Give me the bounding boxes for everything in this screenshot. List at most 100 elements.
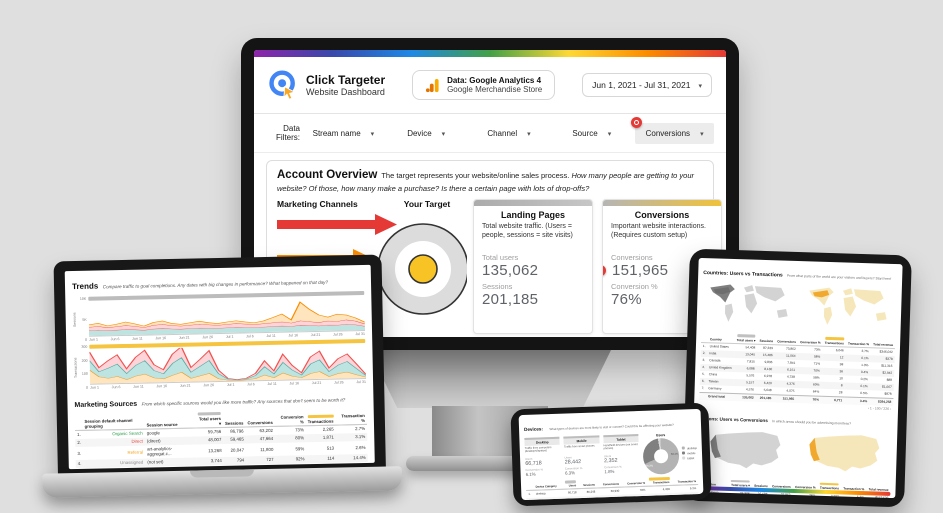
device-desc: Handheld devices (not smart phones) (603, 443, 638, 451)
donut-title: Users (655, 433, 666, 438)
phone-screen: Devices: What types of devices are most … (518, 408, 704, 501)
desktop-metric-column: Desktop Traffic from computers (desktops… (524, 436, 561, 479)
regions-title: Regions: Users vs Conversions (698, 415, 768, 423)
device-name: Desktop (524, 436, 561, 447)
date-range-value: Jun 1, 2021 - Jul 31, 2021 (592, 80, 691, 90)
marketing-sources-table: Session default channel grouping Session … (74, 407, 368, 469)
alert-badge-icon (631, 116, 643, 128)
trends-title: Trends (71, 281, 99, 292)
card-title: Conversions (634, 209, 690, 220)
tablet-metric-column: Tablet Handheld devices (not smart phone… (603, 434, 640, 476)
filter-conversions[interactable]: Conversions (631, 116, 714, 144)
landing-pages-card: Landing Pages Total website traffic. (Us… (473, 198, 593, 334)
countries-title: Countries: Users vs Transactions (703, 270, 783, 279)
metric-value: 66,718 (525, 460, 542, 467)
chevron-down-icon (608, 129, 612, 138)
red-arrow-icon (277, 213, 397, 235)
chevron-down-icon (442, 129, 446, 138)
trends-desc: Compare traffic to goal completions. Any… (102, 279, 329, 290)
your-target-label: Your Target (403, 198, 451, 209)
monitor-stand-panel (368, 348, 612, 408)
us-map-conversions (809, 434, 880, 471)
donut-legend: desktop mobile tablet (681, 445, 697, 462)
chevron-down-icon (700, 129, 704, 138)
overview-title: Account Overview (277, 169, 378, 181)
marketing-sources-title: Marketing Sources (74, 400, 138, 410)
regions-desc: In which areas should you be advertising… (772, 418, 852, 426)
metric-value: 2,352 (603, 457, 618, 465)
app-subtitle: Website Dashboard (306, 87, 385, 97)
transactions-chart-block: Transactions 300 200 100 0 Jun 1 Jun 6 Jun 11… (73, 338, 367, 390)
chevron-down-icon (527, 129, 531, 138)
data-filters-row: Data Filters: Stream name Device Channel… (254, 114, 726, 153)
date-range-select[interactable]: Jun 1, 2021 - Jul 31, 2021 (582, 73, 712, 97)
target-arrows-graphic (277, 213, 469, 315)
tablet-device: Countries: Users vs Transactions From wh… (682, 248, 912, 508)
click-targeter-logo-icon (269, 70, 296, 100)
countries-desc: From what parts of the world are your vi… (787, 273, 892, 281)
overview-desc-italic: How many people are getting to your webs… (277, 171, 695, 193)
data-source-line1: Data: Google Analytics 4 (447, 76, 542, 85)
metric-label: Sessions (482, 281, 513, 291)
chevron-down-icon (371, 129, 375, 138)
metric-value: 76% (611, 290, 642, 308)
filter-source[interactable]: Source (552, 123, 631, 144)
us-map-users (710, 431, 781, 468)
metric-value: 135,062 (482, 261, 539, 279)
data-source-box: Data: Google Analytics 4 Google Merchand… (412, 70, 556, 100)
transactions-axis-label: Transactions (73, 357, 78, 378)
card-desc: Total website traffic. (Users = people, … (482, 222, 573, 239)
dashboard-header: Click Targeter Website Dashboard Data: G… (254, 57, 726, 114)
metric-value: 1.8% (604, 468, 615, 475)
monitor-device: Click Targeter Website Dashboard Data: G… (241, 38, 739, 350)
devices-title: Devices: (523, 426, 544, 433)
device-desc: Traffic from smart phones (564, 444, 595, 449)
sessions-area-chart (88, 295, 366, 337)
world-map-transactions (809, 287, 887, 325)
card-title: Landing Pages (500, 209, 565, 220)
device-name: Tablet (603, 434, 639, 444)
countries-table: Country Total users ▾ Sessions Conversions C… (699, 331, 896, 406)
account-overview-section: Account Overview The target represents yo… (266, 160, 722, 337)
laptop-notch (189, 469, 255, 478)
donut-slice-label: 29.2% (645, 464, 654, 468)
device-desc: Traffic from computers (desktops/laptops… (524, 446, 552, 454)
mobile-metric-column: Mobile Traffic from smart phones Users 2… (563, 435, 601, 477)
chevron-down-icon (698, 80, 702, 90)
devices-desc: What types of devices are most likely to… (549, 422, 674, 432)
data-source-line2: Google Merchandise Store (447, 85, 543, 94)
card-accent-bar (474, 199, 592, 206)
metric-value: 28,442 (564, 459, 582, 466)
donut-slice-label: 68.4% (670, 452, 679, 456)
legend-swatch (682, 456, 686, 460)
card-desc: Important website interactions. (Require… (611, 222, 706, 239)
filter-device[interactable]: Device (387, 123, 466, 144)
world-map-users (710, 284, 788, 322)
metric-value: 6.3% (564, 470, 576, 476)
phone-device: Devices: What types of devices are most … (510, 402, 712, 507)
metric-label: Conversions (611, 252, 653, 262)
metric-value: 151,965 (603, 262, 713, 279)
transactions-area-chart (89, 343, 367, 385)
metric-label: Total users (482, 252, 519, 262)
funnel-graphic: Marketing Channels Your Target (277, 198, 469, 334)
app-title: Click Targeter (306, 73, 386, 87)
rainbow-bar (254, 50, 726, 57)
filter-channel[interactable]: Channel (470, 123, 549, 144)
alert-badge-icon (603, 264, 606, 276)
filter-stream-name[interactable]: Stream name (304, 123, 383, 144)
sessions-axis-label: Sessions (72, 312, 77, 327)
laptop-screen-frame: Trends Compare traffic to goal completio… (53, 254, 386, 476)
metric-value: 6.1% (525, 471, 536, 477)
legend-swatch (681, 446, 686, 450)
metric-value: 201,185 (482, 290, 539, 308)
marketing-sources-desc: From which specific sources would you li… (141, 397, 346, 407)
users-donut-chart: 68.4% 29.2% (642, 437, 680, 475)
tablet-screen: Countries: Users vs Transactions From wh… (691, 257, 903, 499)
marketing-channels-label: Marketing Channels (277, 198, 358, 209)
laptop-device: Trends Compare traffic to goal completio… (38, 254, 403, 503)
legend-swatch (682, 451, 686, 455)
sessions-chart-block: Sessions 10K 5K 0 Jun 1 Jun 6 Jun 11 Jun 16 Ju… (72, 290, 366, 342)
google-analytics-icon (426, 78, 439, 92)
